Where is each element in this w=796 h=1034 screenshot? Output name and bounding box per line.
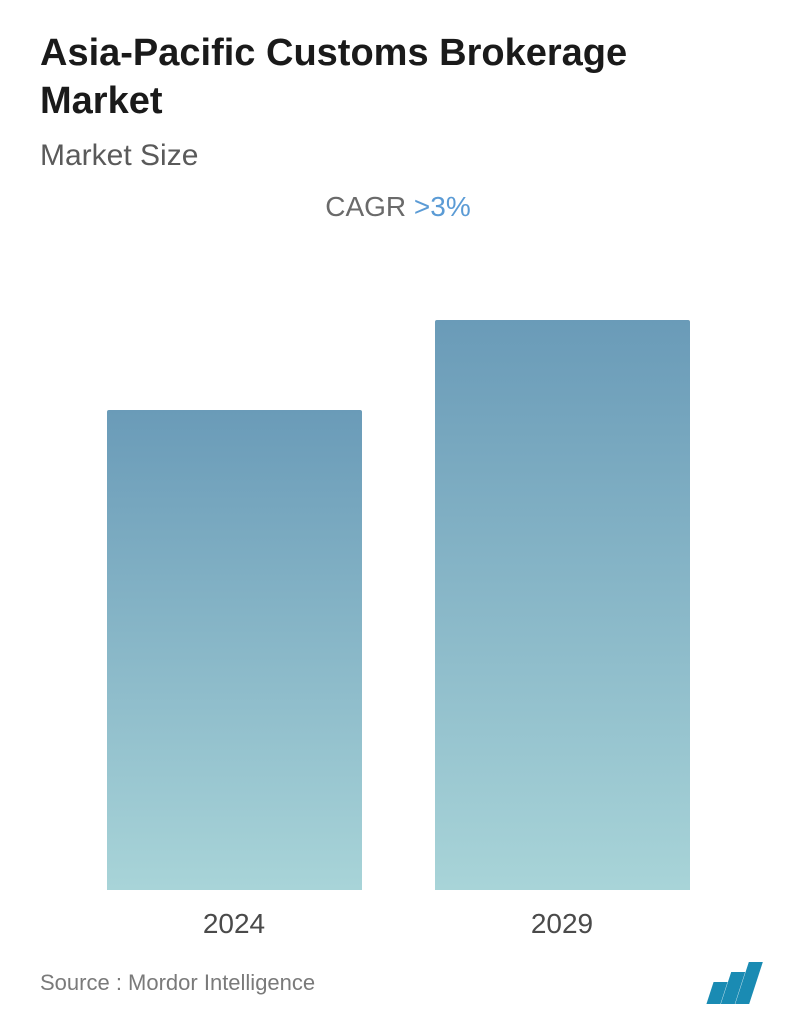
chart-container: Asia-Pacific Customs Brokerage Market Ma… [0, 0, 796, 1034]
source-text: Source : Mordor Intelligence [40, 970, 315, 996]
bar-group-0: 2024 [107, 233, 362, 952]
bar-0 [107, 410, 362, 890]
brand-logo [710, 962, 756, 1004]
chart-area: 2024 2029 [40, 233, 756, 952]
bar-label-0: 2024 [203, 908, 265, 952]
cagr-row: CAGR >3% [40, 191, 756, 223]
bar-group-1: 2029 [435, 233, 690, 952]
bar-1 [435, 320, 690, 890]
chart-subtitle: Market Size [40, 139, 756, 173]
footer: Source : Mordor Intelligence [40, 952, 756, 1004]
bar-label-1: 2029 [531, 908, 593, 952]
cagr-value: >3% [414, 191, 471, 222]
cagr-label: CAGR [325, 191, 414, 222]
chart-title: Asia-Pacific Customs Brokerage Market [40, 30, 756, 125]
